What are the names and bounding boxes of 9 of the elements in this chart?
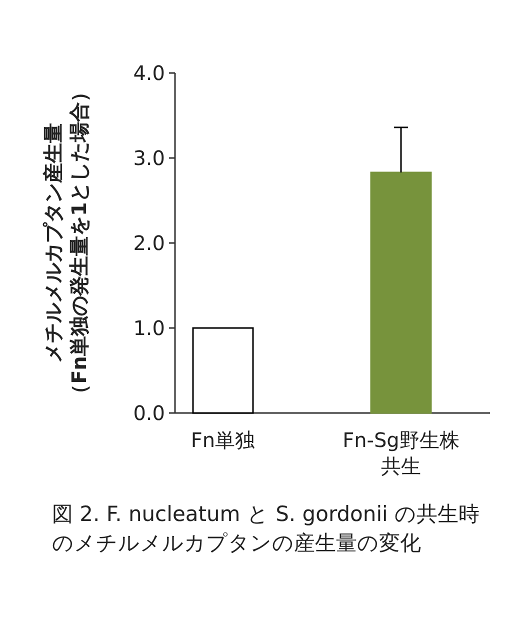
- y-tick-label: 4.0: [133, 61, 165, 85]
- caption: 図 2. F. nucleatum と S. gordonii の共生時のメチルメルカプタンの産生量の変化: [52, 501, 481, 557]
- x-tick-label: Fn単独: [190, 428, 256, 452]
- y-tick-label: 2.0: [133, 231, 165, 255]
- y-tick-label: 0.0: [133, 401, 165, 425]
- y-tick-label: 3.0: [133, 146, 165, 170]
- y-tick-label: 1.0: [133, 316, 165, 340]
- x-tick-label: Fn-Sg野生株共生: [342, 428, 460, 478]
- y-axis-title: メチルメルカプタン産生量（Fn単独の発生量を1とした場合）: [41, 82, 91, 404]
